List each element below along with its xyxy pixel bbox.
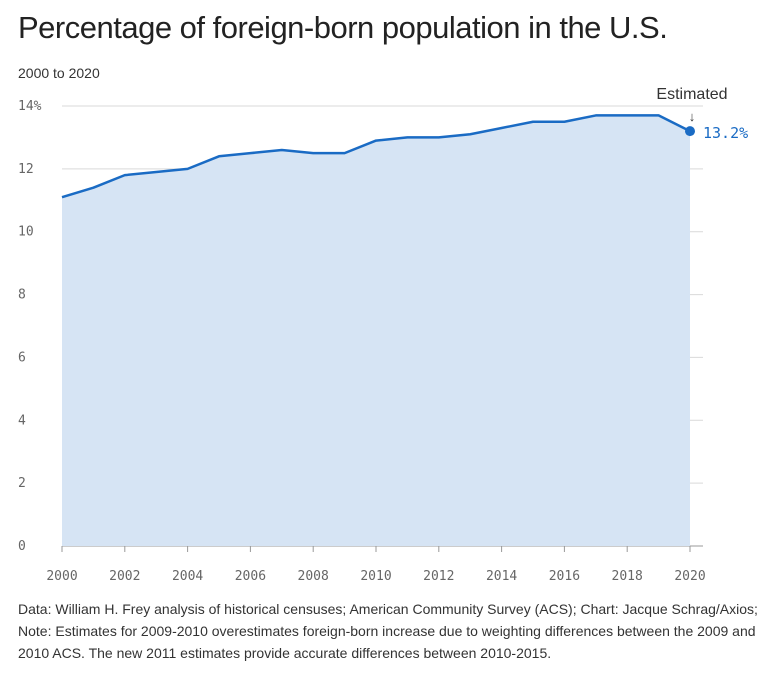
y-tick-label: 8 — [18, 288, 26, 303]
x-tick-label: 2020 — [674, 569, 705, 584]
x-tick-label: 2008 — [298, 569, 329, 584]
y-tick-label: 6 — [18, 350, 26, 365]
x-tick-label: 2006 — [235, 569, 266, 584]
estimated-annotation: Estimated — [656, 86, 727, 103]
y-tick-label: 2 — [18, 476, 26, 491]
x-tick-label: 2018 — [612, 569, 643, 584]
y-tick-label: 0 — [18, 539, 26, 554]
y-tick-label: 10 — [18, 225, 34, 240]
x-tick-label: 2016 — [549, 569, 580, 584]
y-tick-label: 12 — [18, 162, 34, 177]
area-fill — [62, 115, 690, 546]
source-note: Data: William H. Frey analysis of histor… — [18, 601, 758, 661]
chart-subtitle: 2000 to 2020 — [18, 65, 100, 81]
series-line — [61, 114, 691, 199]
x-tick-label: 2014 — [486, 569, 517, 584]
end-point-marker — [685, 126, 695, 137]
y-tick-label: 4 — [18, 413, 26, 428]
chart-title: Percentage of foreign-born population in… — [18, 10, 668, 45]
end-value-label: 13.2% — [703, 124, 748, 142]
area-chart: 14% 12 10 8 6 4 2 0 2000 2002 2004 2006 2008 2010 2012… — [18, 86, 748, 584]
x-tick-label: 2004 — [172, 569, 203, 584]
x-tick-label: 2000 — [46, 569, 77, 584]
estimated-arrow: ↓ — [689, 109, 696, 124]
x-tick-label: 2002 — [109, 569, 140, 584]
y-tick-label: 14% — [18, 99, 42, 114]
x-tick-label: 2012 — [423, 569, 454, 584]
x-tick-label: 2010 — [360, 569, 391, 584]
